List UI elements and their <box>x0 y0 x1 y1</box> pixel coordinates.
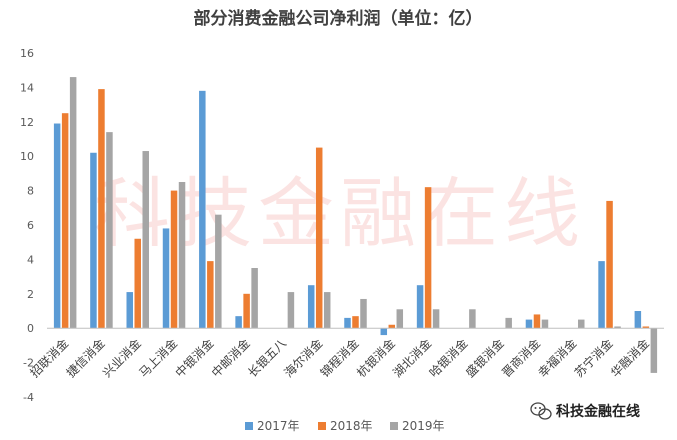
bar <box>416 285 424 329</box>
bar <box>61 113 69 329</box>
category-label: 海尔消金 <box>281 336 326 381</box>
bar <box>598 261 605 329</box>
bar <box>541 319 549 329</box>
y-tick-label: -4 <box>23 391 34 404</box>
brand-label: 科技金融在线 <box>556 403 640 420</box>
category-label: 捷信消金 <box>63 336 108 381</box>
bar <box>634 311 642 329</box>
bar <box>307 285 315 329</box>
y-axis: -4 -2 0 2 4 6 8 10 12 14 16 <box>20 47 34 404</box>
bar <box>162 228 170 329</box>
y-tick-label: -2 <box>23 357 34 370</box>
bar <box>90 152 97 329</box>
bar <box>578 319 585 329</box>
legend-label: 2017年 <box>257 419 300 433</box>
bar <box>106 132 113 329</box>
bar <box>360 298 367 329</box>
legend-swatch <box>318 422 326 430</box>
y-tick-label: 14 <box>20 81 34 94</box>
bar <box>315 147 323 329</box>
bar <box>98 89 105 329</box>
bar <box>424 187 432 329</box>
y-tick-label: 0 <box>27 322 34 335</box>
bar <box>126 292 133 329</box>
chart-title: 部分消费金融公司净利润（单位：亿） <box>194 8 483 29</box>
bar <box>380 328 388 336</box>
legend-swatch <box>245 422 253 430</box>
bar <box>170 190 178 329</box>
y-tick-label: 6 <box>27 219 34 232</box>
bar <box>606 200 613 329</box>
legend: 2017年 2018年 2019年 <box>245 419 445 433</box>
bar <box>352 316 359 329</box>
category-label: 兴业消金 <box>99 336 144 381</box>
bar <box>53 123 61 329</box>
bar <box>207 261 214 329</box>
bar <box>142 151 149 329</box>
bar <box>432 309 440 329</box>
category-label: 中邮消金 <box>208 336 253 381</box>
bar <box>243 293 250 329</box>
bar <box>323 292 331 329</box>
bar <box>525 319 533 329</box>
bars <box>53 77 658 373</box>
bar <box>215 214 222 329</box>
category-label: 晋商消金 <box>499 336 544 381</box>
category-label: 幸福消金 <box>535 336 580 381</box>
bar <box>642 326 650 329</box>
y-tick-label: 12 <box>20 116 34 129</box>
bar <box>287 292 295 329</box>
category-label: 华融消金 <box>607 336 652 381</box>
bar <box>251 268 258 329</box>
bar <box>235 316 242 329</box>
y-tick-label: 10 <box>20 150 34 163</box>
category-label: 苏宁消金 <box>571 336 616 381</box>
category-label: 长银五八 <box>245 336 289 380</box>
category-labels: 招联消金捷信消金兴业消金马上消金中银消金中邮消金长银五八海尔消金锦程消金杭银消金… <box>27 336 652 381</box>
bar <box>199 90 206 329</box>
y-tick-label: 4 <box>27 253 34 266</box>
y-tick-label: 2 <box>27 288 34 301</box>
category-label: 盛银消金 <box>462 336 507 381</box>
bar <box>505 317 512 329</box>
bar <box>388 324 396 329</box>
category-label: 哈银消金 <box>426 336 471 381</box>
brand-mark: 科技金融在线 <box>530 402 640 420</box>
category-label: 锦程消金 <box>317 336 362 381</box>
legend-label: 2019年 <box>402 419 445 433</box>
legend-label: 2018年 <box>330 419 373 433</box>
legend-swatch <box>390 422 398 430</box>
bar <box>396 309 404 329</box>
bar <box>69 77 77 329</box>
y-tick-label: 8 <box>27 185 34 198</box>
category-label: 湖北消金 <box>390 336 435 381</box>
bar <box>344 317 351 329</box>
bar <box>533 314 541 329</box>
category-label: 中银消金 <box>172 336 217 381</box>
bar <box>178 182 186 329</box>
bar <box>134 238 141 329</box>
wechat-icon <box>530 402 552 420</box>
bar <box>469 309 476 329</box>
category-label: 马上消金 <box>136 336 181 381</box>
bar <box>650 328 658 373</box>
category-label: 杭银消金 <box>353 336 398 381</box>
bar <box>614 326 621 329</box>
y-tick-label: 16 <box>20 47 34 60</box>
